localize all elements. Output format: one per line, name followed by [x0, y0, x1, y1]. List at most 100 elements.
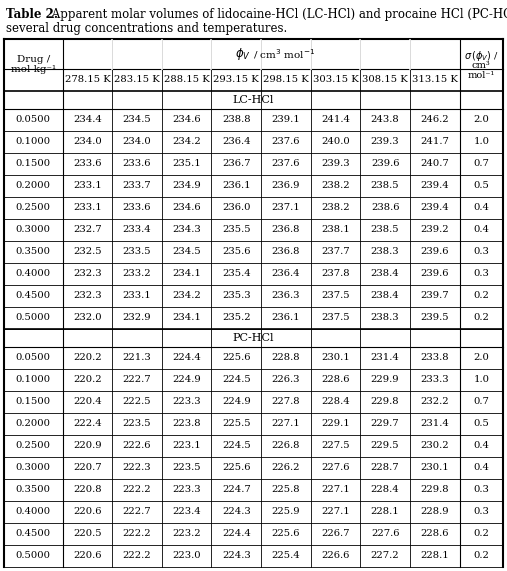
Text: 227.1: 227.1	[321, 485, 350, 494]
Text: 239.1: 239.1	[271, 115, 300, 124]
Text: 220.9: 220.9	[73, 441, 102, 451]
Text: 229.8: 229.8	[371, 397, 400, 407]
Text: 235.1: 235.1	[172, 159, 201, 168]
Text: 239.3: 239.3	[371, 138, 400, 147]
Text: 2.0: 2.0	[474, 115, 489, 124]
Text: mol⁻¹: mol⁻¹	[467, 71, 495, 81]
Text: 239.4: 239.4	[420, 203, 449, 212]
Text: 0.2: 0.2	[474, 292, 489, 300]
Text: 234.5: 234.5	[123, 115, 152, 124]
Text: 0.4: 0.4	[473, 226, 489, 235]
Text: 227.2: 227.2	[371, 552, 400, 561]
Text: 227.1: 227.1	[321, 508, 350, 517]
Text: 234.6: 234.6	[172, 203, 201, 212]
Text: 236.1: 236.1	[222, 182, 250, 191]
Text: 234.2: 234.2	[172, 292, 201, 300]
Text: 228.4: 228.4	[371, 485, 400, 494]
Text: 222.7: 222.7	[123, 508, 151, 517]
Text: 224.5: 224.5	[222, 376, 250, 384]
Text: 237.6: 237.6	[272, 138, 300, 147]
Text: 228.8: 228.8	[272, 353, 300, 363]
Text: 0.2500: 0.2500	[16, 441, 51, 451]
Text: 238.2: 238.2	[321, 182, 350, 191]
Text: 234.6: 234.6	[172, 115, 201, 124]
Text: PC-HCl: PC-HCl	[233, 333, 274, 343]
Text: 232.0: 232.0	[73, 313, 102, 323]
Text: 237.6: 237.6	[272, 159, 300, 168]
Text: 0.1000: 0.1000	[16, 138, 51, 147]
Text: 238.8: 238.8	[222, 115, 250, 124]
Text: 222.7: 222.7	[123, 376, 151, 384]
Text: 238.3: 238.3	[371, 313, 400, 323]
Text: 233.1: 233.1	[73, 182, 102, 191]
Text: 238.2: 238.2	[321, 203, 350, 212]
Text: 220.6: 220.6	[73, 552, 101, 561]
Text: 220.5: 220.5	[73, 529, 102, 538]
Text: 233.3: 233.3	[420, 376, 449, 384]
Text: 229.7: 229.7	[371, 420, 400, 428]
Text: 232.3: 232.3	[73, 270, 102, 279]
Text: 0.1500: 0.1500	[16, 159, 51, 168]
Text: 235.2: 235.2	[222, 313, 250, 323]
Text: 238.3: 238.3	[371, 247, 400, 256]
Text: 220.2: 220.2	[73, 353, 102, 363]
Text: 241.4: 241.4	[321, 115, 350, 124]
Text: 227.8: 227.8	[272, 397, 300, 407]
Text: 226.7: 226.7	[321, 529, 350, 538]
Text: 239.6: 239.6	[371, 159, 400, 168]
Text: 231.4: 231.4	[420, 420, 449, 428]
Text: 228.7: 228.7	[371, 464, 400, 472]
Text: 229.5: 229.5	[371, 441, 400, 451]
Text: 236.9: 236.9	[272, 182, 300, 191]
Text: 225.8: 225.8	[272, 485, 300, 494]
Text: 0.4500: 0.4500	[16, 529, 51, 538]
Text: 220.2: 220.2	[73, 376, 102, 384]
Text: 237.1: 237.1	[271, 203, 300, 212]
Text: 227.1: 227.1	[271, 420, 300, 428]
Text: 238.5: 238.5	[371, 226, 400, 235]
Text: 278.15 K: 278.15 K	[64, 75, 111, 85]
Text: 237.5: 237.5	[321, 313, 350, 323]
Text: 0.3500: 0.3500	[16, 485, 51, 494]
Text: 0.1500: 0.1500	[16, 397, 51, 407]
Text: 239.6: 239.6	[420, 247, 449, 256]
Text: 220.4: 220.4	[73, 397, 102, 407]
Text: several drug concentrations and temperatures.: several drug concentrations and temperat…	[6, 22, 287, 35]
Text: 228.4: 228.4	[321, 397, 350, 407]
Text: 246.2: 246.2	[420, 115, 449, 124]
Text: 223.8: 223.8	[172, 420, 201, 428]
Text: 237.7: 237.7	[321, 247, 350, 256]
Text: 234.4: 234.4	[73, 115, 102, 124]
Text: 238.5: 238.5	[371, 182, 400, 191]
Text: 223.1: 223.1	[172, 441, 201, 451]
Text: 0.1000: 0.1000	[16, 376, 51, 384]
Text: 236.8: 236.8	[272, 226, 300, 235]
Text: 0.2000: 0.2000	[16, 182, 51, 191]
Text: 0.2: 0.2	[474, 529, 489, 538]
Text: 238.6: 238.6	[371, 203, 400, 212]
Text: 308.15 K: 308.15 K	[362, 75, 408, 85]
Text: 223.4: 223.4	[172, 508, 201, 517]
Text: 239.5: 239.5	[420, 313, 449, 323]
Text: 232.2: 232.2	[420, 397, 449, 407]
Text: 224.3: 224.3	[222, 552, 250, 561]
Text: 225.9: 225.9	[272, 508, 300, 517]
Text: 228.6: 228.6	[420, 529, 449, 538]
Text: 233.6: 233.6	[123, 159, 151, 168]
Text: 241.7: 241.7	[420, 138, 449, 147]
Text: 239.6: 239.6	[420, 270, 449, 279]
Text: 226.2: 226.2	[272, 464, 300, 472]
Text: 223.0: 223.0	[172, 552, 201, 561]
Text: 222.3: 222.3	[123, 464, 151, 472]
Text: 223.5: 223.5	[123, 420, 151, 428]
Text: 223.3: 223.3	[172, 397, 201, 407]
Text: 226.3: 226.3	[272, 376, 300, 384]
Text: 0.3000: 0.3000	[16, 226, 51, 235]
Text: 232.5: 232.5	[73, 247, 102, 256]
Text: 224.9: 224.9	[222, 397, 250, 407]
Text: 222.5: 222.5	[123, 397, 151, 407]
Text: 0.3500: 0.3500	[16, 247, 51, 256]
Text: 239.2: 239.2	[420, 226, 449, 235]
Text: 222.2: 222.2	[123, 552, 151, 561]
Text: 223.3: 223.3	[172, 485, 201, 494]
